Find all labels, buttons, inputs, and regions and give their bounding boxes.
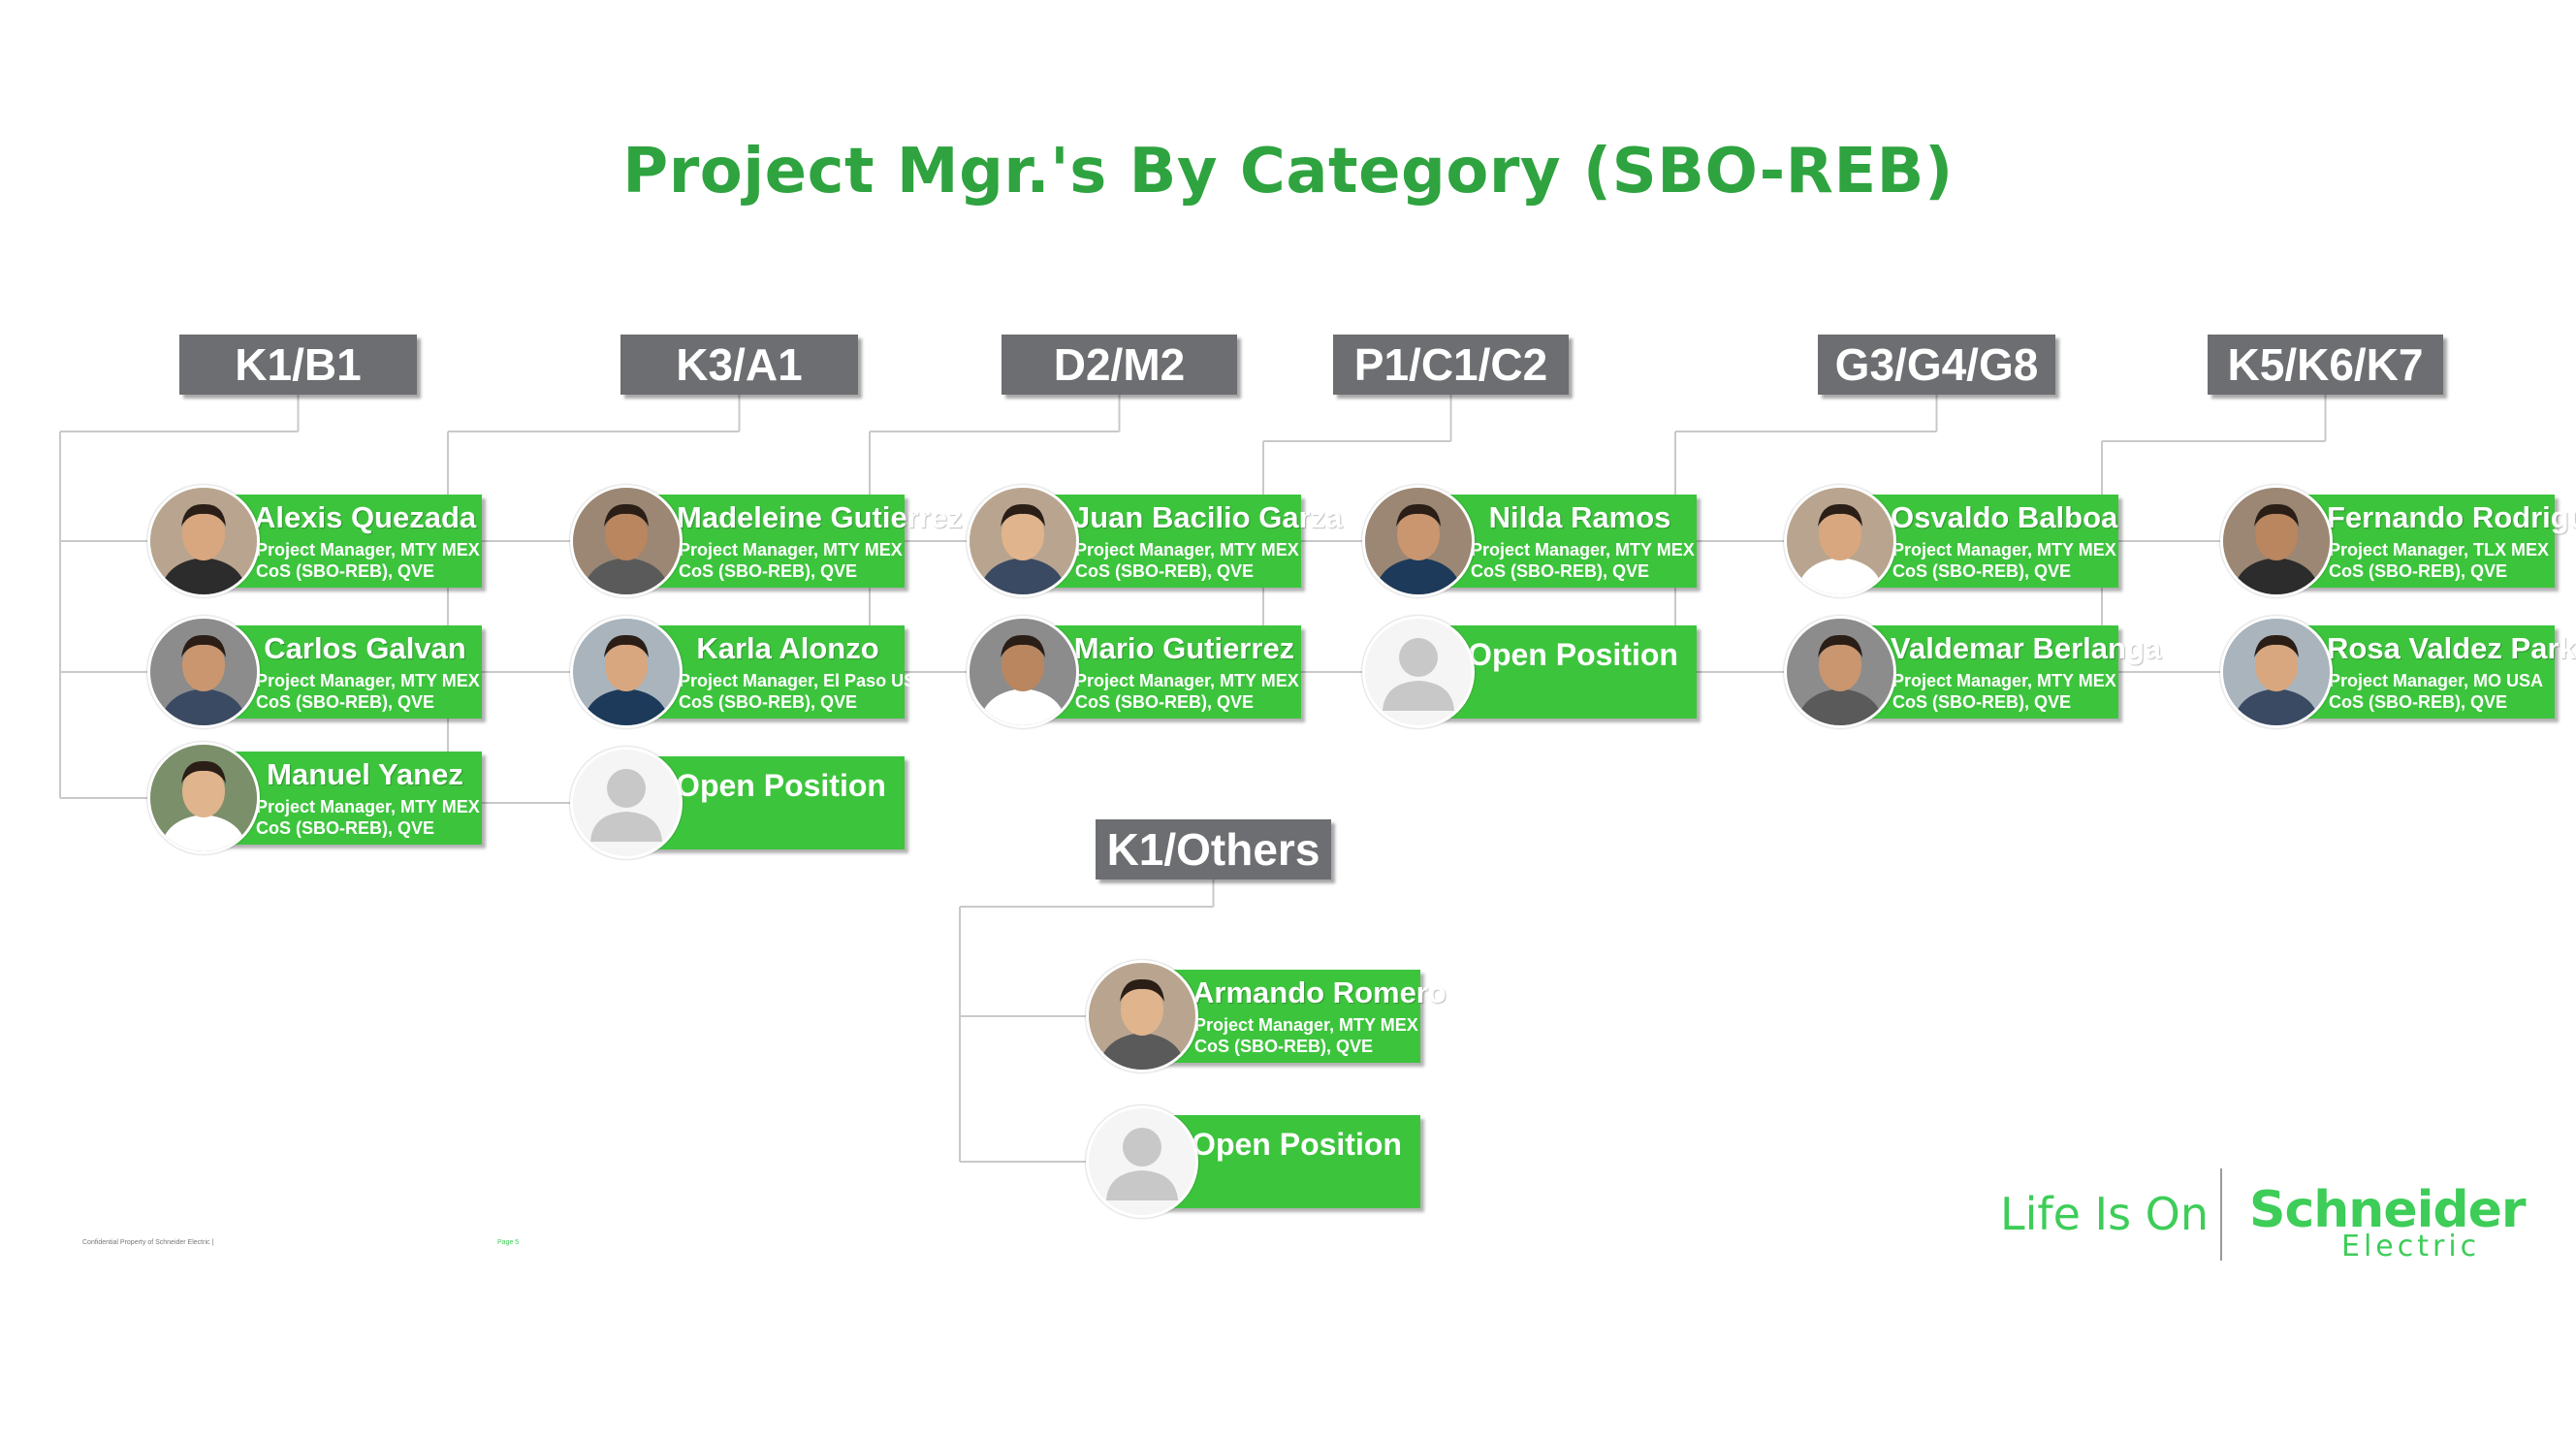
person-unit: CoS (SBO-REB), QVE [679, 561, 858, 581]
person-name: Juan Bacilio Garza [1073, 500, 1343, 534]
person-name: Carlos Galvan [264, 631, 466, 665]
person-details: Project Manager, MTY MEX CoS (SBO-REB), Q… [256, 796, 480, 839]
person-card: Osvaldo Balboa Project Manager, MTY MEX Co… [1832, 495, 2118, 588]
person-role: Project Manager, MTY MEX [256, 671, 480, 690]
person-name: Valdemar Berlanga [1891, 631, 2162, 665]
person-role: Project Manager, MTY MEX [1892, 540, 2116, 560]
person-details: Project Manager, MTY MEX CoS (SBO-REB), Q… [1471, 539, 1695, 582]
person-name: Karla Alonzo [696, 631, 879, 665]
person-role: Project Manager, MTY MEX [679, 540, 903, 560]
category-box: K1/Others [1096, 819, 1331, 879]
person-unit: CoS (SBO-REB), QVE [256, 561, 435, 581]
person-photo [2220, 616, 2333, 728]
person-role: Project Manager, MTY MEX [256, 540, 480, 560]
person-role: Project Manager, MTY MEX [1075, 540, 1299, 560]
person-photo [2220, 485, 2333, 597]
open-position-label: Open Position [676, 768, 886, 803]
person-details: Project Manager, MTY MEX CoS (SBO-REB), Q… [679, 539, 903, 582]
category-box: G3/G4/G8 [1818, 335, 2055, 395]
person-photo [967, 485, 1079, 597]
page-number: Page 5 [497, 1239, 520, 1246]
person-details: Project Manager, MTY MEX CoS (SBO-REB), Q… [1892, 539, 2116, 582]
logo-divider [2220, 1168, 2222, 1261]
person-name: Fernando Rodriguez [2327, 500, 2576, 534]
person-name: Mario Gutierrez [1073, 631, 1295, 665]
person-role: Project Manager, MTY MEX [1075, 671, 1299, 690]
person-name: Nilda Ramos [1488, 500, 1671, 534]
person-unit: CoS (SBO-REB), QVE [256, 692, 435, 712]
confidential-note: Confidential Property of Schneider Elect… [82, 1239, 214, 1246]
category-box: K5/K6/K7 [2208, 335, 2443, 395]
person-details: Project Manager, MTY MEX CoS (SBO-REB), Q… [1075, 670, 1299, 713]
person-name: Manuel Yanez [267, 757, 463, 791]
person-photo [147, 485, 260, 597]
person-photo [1784, 485, 1896, 597]
person-unit: CoS (SBO-REB), QVE [1892, 692, 2072, 712]
category-box: D2/M2 [1002, 335, 1237, 395]
person-name: Madeleine Gutierrez [677, 500, 963, 534]
person-photo [147, 616, 260, 728]
open-position-label: Open Position [1192, 1127, 1402, 1162]
person-role: Project Manager, MTY MEX [1471, 540, 1695, 560]
person-name: Rosa Valdez Parks [2327, 631, 2576, 665]
person-name: Osvaldo Balboa [1891, 500, 2118, 534]
open-position-label: Open Position [1468, 637, 1678, 672]
person-photo [1784, 616, 1896, 728]
schneider-logo-electric: Electric [2341, 1230, 2481, 1263]
person-role: Project Manager, MTY MEX [1892, 671, 2116, 690]
person-photo [1362, 485, 1475, 597]
person-photo [147, 742, 260, 854]
category-box: P1/C1/C2 [1333, 335, 1569, 395]
person-unit: CoS (SBO-REB), QVE [256, 818, 435, 838]
person-unit: CoS (SBO-REB), QVE [1075, 561, 1255, 581]
category-box: K1/B1 [179, 335, 417, 395]
person-details: Project Manager, MTY MEX CoS (SBO-REB), Q… [256, 539, 480, 582]
person-details: Project Manager, MTY MEX CoS (SBO-REB), Q… [256, 670, 480, 713]
person-photo [570, 616, 683, 728]
person-name: Armando Romero [1193, 975, 1447, 1009]
category-box: K3/A1 [620, 335, 858, 395]
person-role: Project Manager, MTY MEX [1194, 1015, 1418, 1035]
person-name: Alexis Quezada [254, 500, 477, 534]
page-title: Project Mgr.'s By Category (SBO-REB) [622, 136, 1954, 208]
person-unit: CoS (SBO-REB), QVE [2329, 561, 2508, 581]
person-role: Project Manager, MO USA [2329, 671, 2544, 690]
placeholder-avatar-icon [1086, 1105, 1198, 1218]
person-role: Project Manager, TLX MEX [2329, 540, 2550, 560]
person-photo [1086, 960, 1198, 1072]
person-details: Project Manager, MTY MEX CoS (SBO-REB), Q… [1892, 670, 2116, 713]
person-details: Project Manager, MO USA CoS (SBO-REB), QV… [2329, 670, 2551, 713]
person-unit: CoS (SBO-REB), QVE [1892, 561, 2072, 581]
person-details: Project Manager, El Paso USA CoS (SBO-REB… [679, 670, 929, 713]
person-unit: CoS (SBO-REB), QVE [679, 692, 858, 712]
person-details: Project Manager, MTY MEX CoS (SBO-REB), Q… [1075, 539, 1299, 582]
placeholder-avatar-icon [1362, 616, 1475, 728]
person-photo [967, 616, 1079, 728]
person-role: Project Manager, MTY MEX [256, 797, 480, 816]
schneider-logo-name: Schneider [2249, 1181, 2527, 1239]
person-details: Project Manager, MTY MEX CoS (SBO-REB), Q… [1194, 1014, 1418, 1057]
person-photo [570, 485, 683, 597]
person-unit: CoS (SBO-REB), QVE [1471, 561, 1650, 581]
person-unit: CoS (SBO-REB), QVE [1194, 1037, 1374, 1056]
person-details: Project Manager, TLX MEX CoS (SBO-REB), Q… [2329, 539, 2551, 582]
person-unit: CoS (SBO-REB), QVE [2329, 692, 2508, 712]
person-role: Project Manager, El Paso USA [679, 671, 929, 690]
life-is-on-tagline: Life Is On [2000, 1188, 2210, 1240]
placeholder-avatar-icon [570, 747, 683, 859]
person-unit: CoS (SBO-REB), QVE [1075, 692, 1255, 712]
